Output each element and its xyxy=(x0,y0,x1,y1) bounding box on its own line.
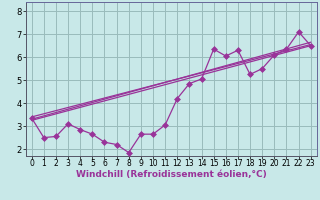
X-axis label: Windchill (Refroidissement éolien,°C): Windchill (Refroidissement éolien,°C) xyxy=(76,170,267,179)
